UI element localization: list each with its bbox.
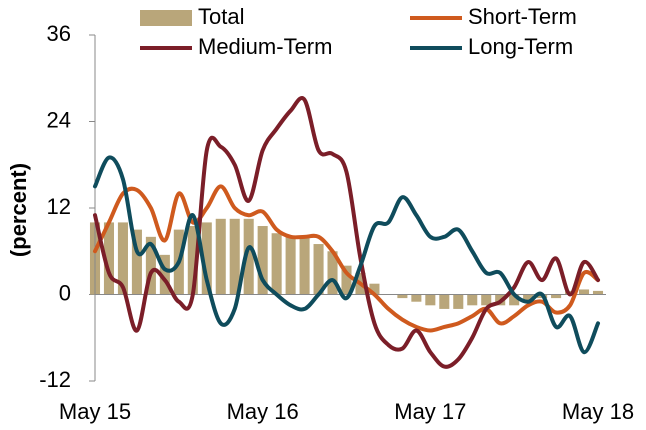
bar xyxy=(523,294,534,302)
line xyxy=(93,155,600,355)
bar xyxy=(215,218,226,295)
bar xyxy=(592,290,604,295)
bar xyxy=(313,244,324,295)
bar xyxy=(145,236,156,295)
y-axis-label: (percent) xyxy=(6,163,31,257)
line xyxy=(93,184,600,333)
y-tick-label: 24 xyxy=(47,107,71,132)
bar xyxy=(187,226,198,295)
bar xyxy=(229,218,240,295)
bar xyxy=(481,294,492,306)
bar xyxy=(369,283,380,295)
bar xyxy=(159,254,170,295)
x-tick-label: May 15 xyxy=(59,399,131,424)
x-tick-label: May 18 xyxy=(562,399,634,424)
legend-label: Long-Term xyxy=(468,34,573,59)
line xyxy=(93,96,600,369)
legend-label: Total xyxy=(198,4,244,29)
bar xyxy=(425,294,436,306)
bar xyxy=(285,236,296,295)
bar xyxy=(131,229,142,295)
y-tick-label: 0 xyxy=(59,280,71,305)
bar xyxy=(467,294,478,306)
bar xyxy=(327,251,338,295)
bar xyxy=(201,222,212,295)
legend-label: Short-Term xyxy=(468,4,577,29)
bar xyxy=(341,265,352,295)
x-tick-label: May 17 xyxy=(394,399,466,424)
legend-label: Medium-Term xyxy=(198,34,332,59)
bar xyxy=(453,294,464,309)
bar xyxy=(397,294,408,299)
bar xyxy=(103,222,115,295)
bar xyxy=(439,294,450,309)
bar xyxy=(411,294,422,302)
y-tick-label: 36 xyxy=(47,21,71,46)
bar xyxy=(257,226,268,295)
legend-swatch xyxy=(140,10,192,26)
bar xyxy=(509,294,520,306)
bar xyxy=(271,233,282,295)
bar xyxy=(578,289,590,295)
y-tick-label: 12 xyxy=(47,194,71,219)
x-tick-label: May 16 xyxy=(227,399,299,424)
bar xyxy=(117,222,128,295)
bar xyxy=(243,218,254,295)
bar xyxy=(551,294,562,299)
bar xyxy=(299,236,310,295)
y-tick-label: -12 xyxy=(39,367,71,392)
